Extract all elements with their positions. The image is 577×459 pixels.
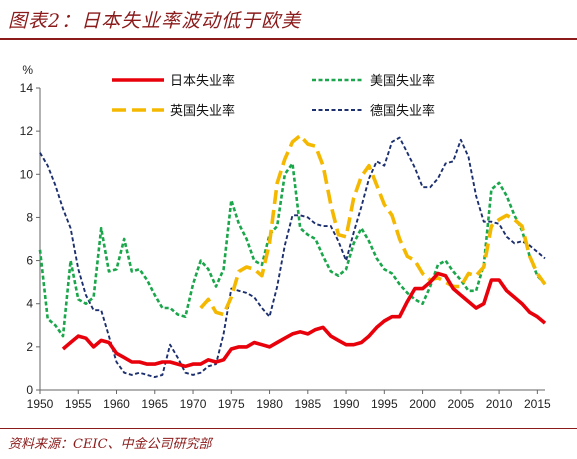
x-tick-label: 2010 xyxy=(486,397,513,411)
y-tick-label: 6 xyxy=(26,254,33,268)
y-tick-label: 4 xyxy=(26,297,33,311)
series-line-1 xyxy=(38,162,546,338)
legend-label-2: 英国失业率 xyxy=(170,103,235,119)
y-axis-unit: % xyxy=(22,63,33,77)
source-note: 资料来源：CEIC、中金公司研究部 xyxy=(8,437,212,452)
y-tick-label: 0 xyxy=(26,383,33,397)
y-tick-label: 8 xyxy=(26,210,33,224)
legend-label-1: 美国失业率 xyxy=(370,73,435,89)
x-tick-label: 1970 xyxy=(180,397,207,411)
legend-label-0: 日本失业率 xyxy=(170,73,235,89)
y-tick-label: 12 xyxy=(20,124,34,138)
x-tick-label: 1990 xyxy=(333,397,360,411)
series-line-2 xyxy=(199,133,547,317)
unemployment-chart: 0 2 4 6 8 10 12 14% 1950 1955 1960 1965 1970 1975 1980… xyxy=(20,63,551,411)
legend-label-3: 德国失业率 xyxy=(370,103,435,119)
source-divider xyxy=(0,428,577,429)
chart-axes: 0 2 4 6 8 10 12 14% 1950 1955 1960 1965 1970 1975 1980… xyxy=(20,63,551,411)
y-tick-label: 2 xyxy=(26,340,33,354)
series-line-0 xyxy=(61,271,547,369)
x-tick-label: 1965 xyxy=(141,397,168,411)
x-tick-label: 1985 xyxy=(294,397,321,411)
x-tick-label: 1980 xyxy=(256,397,283,411)
figure-title: 图表2：日本失业率波动低于欧美 xyxy=(8,10,302,32)
x-tick-label: 2000 xyxy=(409,397,436,411)
x-tick-label: 1975 xyxy=(218,397,245,411)
x-tick-label: 1995 xyxy=(371,397,398,411)
x-tick-label: 2015 xyxy=(524,397,551,411)
x-tick-label: 1955 xyxy=(65,397,92,411)
y-tick-label: 14 xyxy=(20,81,34,95)
y-tick-label: 10 xyxy=(20,167,34,181)
x-tick-label: 1950 xyxy=(27,397,54,411)
x-tick-label: 2005 xyxy=(447,397,474,411)
chart-series xyxy=(38,133,547,379)
series-line-3 xyxy=(39,136,546,379)
x-tick-label: 1960 xyxy=(103,397,130,411)
title-divider xyxy=(0,38,577,40)
